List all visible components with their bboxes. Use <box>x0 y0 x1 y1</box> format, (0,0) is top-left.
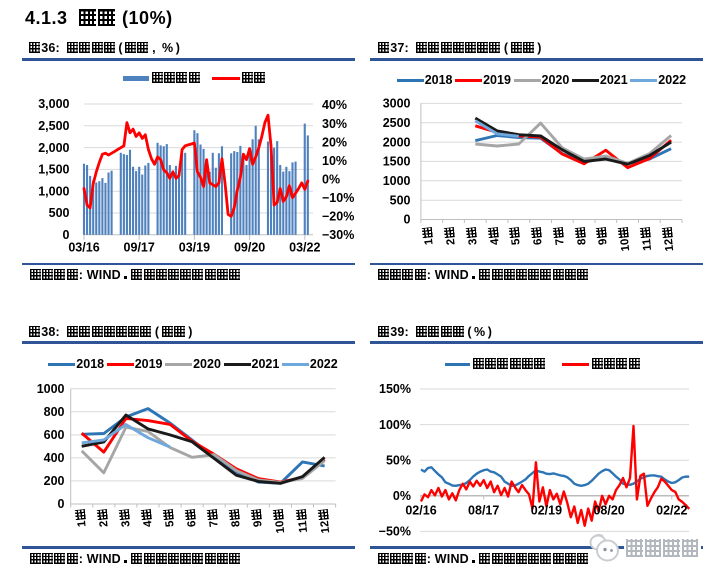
svg-text:2,500: 2,500 <box>38 119 69 133</box>
svg-text:02/19: 02/19 <box>531 504 562 518</box>
svg-text:1000: 1000 <box>37 382 65 396</box>
svg-text:1000: 1000 <box>383 174 411 188</box>
svg-text:1,500: 1,500 <box>38 163 69 177</box>
svg-text:2500: 2500 <box>383 116 411 130</box>
svg-text:0: 0 <box>404 213 411 227</box>
svg-text:2000: 2000 <box>383 135 411 149</box>
svg-text:50%: 50% <box>386 453 411 467</box>
svg-text:800: 800 <box>44 405 65 419</box>
svg-text:08/17: 08/17 <box>468 504 499 518</box>
svg-text:02/22: 02/22 <box>656 504 687 518</box>
svg-text:600: 600 <box>44 428 65 442</box>
svg-text:02/16: 02/16 <box>405 504 436 518</box>
svg-text:0%: 0% <box>393 489 411 503</box>
svg-text:500: 500 <box>49 206 70 220</box>
svg-text:1,000: 1,000 <box>38 184 69 198</box>
svg-text:08/20: 08/20 <box>593 504 624 518</box>
svg-text:0: 0 <box>58 497 65 511</box>
svg-text:100%: 100% <box>379 418 411 432</box>
svg-text:0%: 0% <box>322 172 340 186</box>
svg-text:03/22: 03/22 <box>289 241 320 255</box>
svg-text:09/17: 09/17 <box>124 241 155 255</box>
svg-text:−10%: −10% <box>322 191 354 205</box>
svg-text:−20%: −20% <box>322 210 354 224</box>
svg-text:150%: 150% <box>379 382 411 396</box>
svg-text:500: 500 <box>390 193 411 207</box>
svg-text:03/16: 03/16 <box>68 241 99 255</box>
svg-text:10%: 10% <box>322 154 347 168</box>
svg-text:2,000: 2,000 <box>38 141 69 155</box>
svg-text:3000: 3000 <box>383 97 411 111</box>
svg-text:1500: 1500 <box>383 155 411 169</box>
svg-text:400: 400 <box>44 451 65 465</box>
svg-text:20%: 20% <box>322 135 347 149</box>
svg-text:0: 0 <box>63 228 70 242</box>
svg-text:−50%: −50% <box>379 525 411 539</box>
svg-text:200: 200 <box>44 474 65 488</box>
svg-text:3,000: 3,000 <box>38 97 69 111</box>
svg-text:−30%: −30% <box>322 228 354 242</box>
svg-text:09/20: 09/20 <box>234 241 265 255</box>
svg-text:40%: 40% <box>322 98 347 112</box>
svg-text:30%: 30% <box>322 117 347 131</box>
svg-text:03/19: 03/19 <box>179 241 210 255</box>
